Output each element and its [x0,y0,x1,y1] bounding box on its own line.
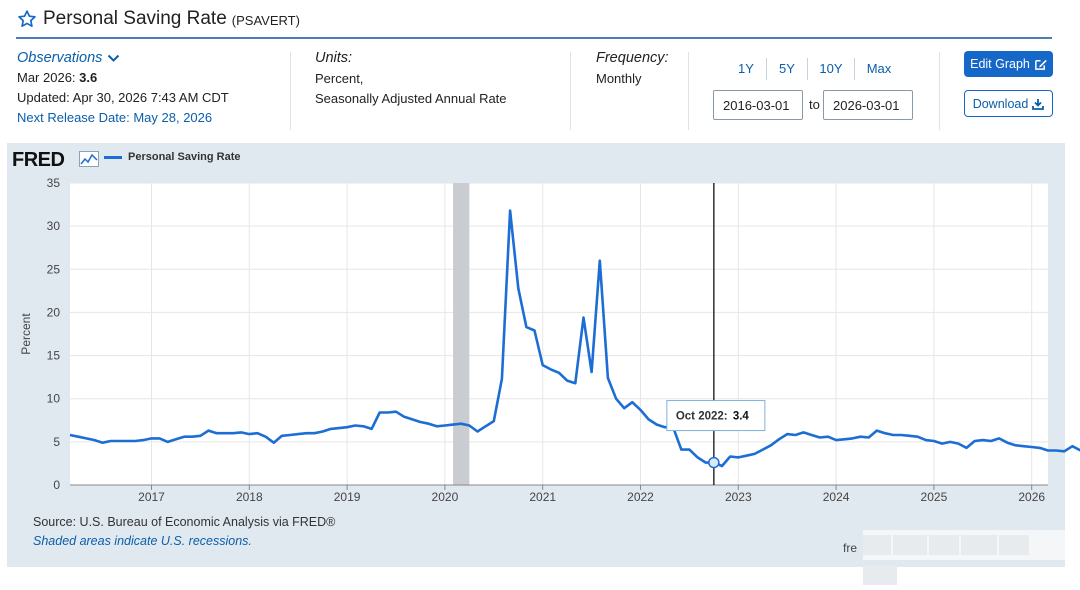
range-1y-button[interactable]: 1Y [726,58,767,80]
end-date-input[interactable] [823,90,913,120]
chevron-down-icon [108,54,120,62]
frequency-value: Monthly [596,71,642,86]
chart-legend: Personal Saving Rate [104,151,241,163]
x-tick-label: 2021 [529,490,556,504]
graph-icon [79,151,99,167]
title-row: Personal Saving Rate (PSAVERT) [17,6,300,32]
range-buttons: 1Y 5Y 10Y Max [726,58,903,80]
column-divider [290,52,291,130]
y-tick-label: 5 [53,435,60,449]
range-5y-button[interactable]: 5Y [767,58,808,80]
units-heading: Units: [315,50,353,66]
edit-graph-label: Edit Graph [970,57,1030,71]
watermark-text: fre [843,541,858,555]
edit-icon [1034,59,1047,70]
column-divider [570,52,571,130]
column-divider [939,52,940,130]
download-button[interactable]: Download [964,90,1053,117]
x-tick-label: 2026 [1018,490,1045,504]
watermark-overlay [863,530,1065,585]
observations-dropdown[interactable]: Observations [17,48,229,68]
y-tick-label: 15 [47,349,61,363]
y-tick-label: 10 [47,392,61,406]
x-tick-label: 2022 [627,490,654,504]
tooltip: Oct 2022: 3.4 [666,400,766,432]
source-text: Source: U.S. Bureau of Economic Analysis… [33,515,336,529]
frequency-panel: Frequency: Monthly [596,48,669,89]
series-line [69,209,1080,468]
x-tick-label: 2017 [138,490,165,504]
title-divider [16,37,1052,39]
frequency-heading: Frequency: [596,50,669,66]
y-tick-label: 20 [47,305,61,319]
column-divider [688,52,689,130]
y-tick-label: 30 [47,219,61,233]
range-max-button[interactable]: Max [866,61,892,76]
y-tick-label: 25 [47,262,61,276]
observations-heading: Observations [17,50,103,66]
x-tick-label: 2020 [432,490,459,504]
edit-graph-button[interactable]: Edit Graph [964,51,1053,77]
x-tick-label: 2024 [823,490,850,504]
observations-panel: Observations Mar 2026: 3.6 Updated: Apr … [17,48,229,128]
download-icon [1032,98,1045,110]
y-tick-label: 35 [47,176,61,190]
page-title: Personal Saving Rate [43,8,227,29]
latest-observation-label: Mar 2026: [17,70,76,85]
x-tick-label: 2025 [921,490,948,504]
units-panel: Units: Percent, Seasonally Adjusted Annu… [315,48,507,109]
recession-band [453,183,470,485]
legend-label: Personal Saving Rate [128,151,241,163]
x-axis-ticks: 2017 2018 2019 2020 2021 2022 2023 2024 2025 2026 [70,484,1048,504]
latest-observation: Mar 2026: 3.6 [17,68,229,88]
start-date-input[interactable] [713,90,803,120]
star-icon[interactable] [17,9,37,29]
tooltip-label: Oct 2022: [676,411,728,423]
y-axis-label: Percent [19,313,33,355]
next-release-link[interactable]: Next Release Date: May 28, 2026 [17,110,213,125]
legend-swatch [104,155,122,159]
y-tick-label: 0 [53,478,60,492]
fred-logo[interactable]: FRED [12,149,65,171]
range-10y-button[interactable]: 10Y [808,58,855,80]
tooltip-value: 3.4 [733,411,750,423]
tooltip-box [666,400,766,432]
y-axis-ticks: 0 5 10 15 20 25 30 35 [47,176,61,492]
updated-text: Updated: Apr 30, 2026 7:43 AM CDT [17,90,229,105]
download-label: Download [972,96,1029,111]
latest-observation-value: 3.6 [79,70,98,85]
cursor-marker [708,456,720,469]
x-tick-label: 2023 [725,490,752,504]
units-line-1: Percent, [315,71,364,86]
recession-note: Shaded areas indicate U.S. recessions. [33,534,252,548]
to-label: to [809,97,820,112]
series-id: (PSAVERT) [231,13,300,28]
plot-area [70,183,1048,485]
x-tick-label: 2018 [236,490,263,504]
units-line-2: Seasonally Adjusted Annual Rate [315,91,507,106]
x-tick-label: 2019 [334,490,361,504]
